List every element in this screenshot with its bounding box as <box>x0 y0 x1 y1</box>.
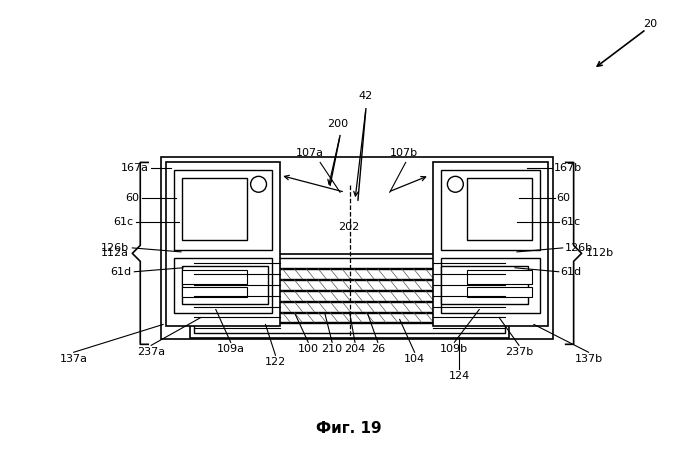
Text: 42: 42 <box>359 91 373 101</box>
Bar <box>182 266 268 304</box>
Bar <box>174 258 273 313</box>
Bar <box>166 163 280 326</box>
Text: 107a: 107a <box>296 149 324 158</box>
Bar <box>194 258 505 268</box>
Text: 107b: 107b <box>389 149 418 158</box>
Bar <box>433 163 548 326</box>
Text: 60: 60 <box>125 193 139 203</box>
Bar <box>468 287 532 297</box>
Text: 137b: 137b <box>575 354 603 364</box>
Text: 167b: 167b <box>554 163 582 173</box>
Bar <box>442 258 540 313</box>
Bar <box>194 291 505 300</box>
Text: 200: 200 <box>328 119 349 129</box>
Bar <box>182 178 247 240</box>
Bar <box>468 270 532 284</box>
Bar <box>194 280 505 290</box>
Text: 61c: 61c <box>561 217 581 227</box>
Text: 237a: 237a <box>137 347 165 357</box>
Text: 202: 202 <box>338 222 359 232</box>
Text: 20: 20 <box>643 19 657 29</box>
Bar <box>190 254 509 338</box>
Bar <box>442 170 540 250</box>
Bar <box>442 266 528 304</box>
Bar <box>194 269 505 279</box>
Text: 126b: 126b <box>101 243 129 253</box>
Text: 126b: 126b <box>565 243 593 253</box>
Text: 61d: 61d <box>561 267 582 277</box>
Text: 112b: 112b <box>586 248 614 258</box>
Text: 109a: 109a <box>217 344 245 354</box>
Bar <box>194 301 505 312</box>
Text: 122: 122 <box>265 357 286 367</box>
Bar <box>161 157 553 339</box>
Text: 61d: 61d <box>110 267 131 277</box>
Text: 210: 210 <box>322 344 343 354</box>
Text: 167a: 167a <box>121 163 149 173</box>
Text: 124: 124 <box>449 371 470 381</box>
Bar <box>468 178 532 240</box>
Text: 237b: 237b <box>505 347 533 357</box>
Bar <box>194 313 505 322</box>
Text: 60: 60 <box>556 193 571 203</box>
Text: 104: 104 <box>404 354 425 364</box>
Text: 100: 100 <box>298 344 319 354</box>
Bar <box>182 287 247 297</box>
Bar <box>182 270 247 284</box>
Bar <box>174 170 273 250</box>
Text: 61c: 61c <box>113 217 134 227</box>
Text: 204: 204 <box>345 344 366 354</box>
Text: Фиг. 19: Фиг. 19 <box>316 421 382 436</box>
Text: 112a: 112a <box>101 248 129 258</box>
Text: 26: 26 <box>370 344 385 354</box>
Text: 137a: 137a <box>59 354 87 364</box>
Bar <box>194 324 505 333</box>
Text: 109b: 109b <box>440 344 468 354</box>
